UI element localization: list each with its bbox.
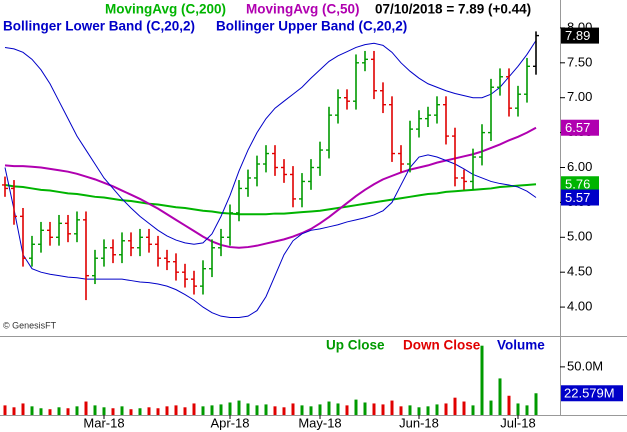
volume-bar [327, 401, 331, 415]
ma200-last-box [561, 176, 599, 193]
volume-bar [57, 407, 61, 415]
volume-bar [210, 405, 214, 415]
volume-bar [75, 406, 79, 415]
x-tick-label: Jun-18 [399, 415, 439, 430]
x-tick-label: Jul-18 [500, 415, 535, 430]
volume-bar [30, 406, 34, 415]
volume-bar [201, 406, 205, 415]
volume-bar [516, 403, 520, 415]
volume-bar [156, 408, 160, 415]
volume-bar [381, 404, 385, 415]
volume-bar [129, 409, 133, 415]
indicator-line [4, 183, 537, 216]
volume-bar [66, 408, 70, 415]
volume-bar [237, 400, 241, 415]
volume-bar [120, 406, 124, 415]
volume-bar [372, 403, 376, 415]
lower-band-last-label: 5.57 [565, 190, 590, 205]
y-tick-label: 4.00 [567, 299, 592, 314]
volume-tick-label: 50.0M [567, 358, 603, 373]
close-last-box [561, 27, 599, 44]
legend-lower-band: Bollinger Lower Band (C,20,2) [3, 19, 195, 34]
legend-upper-band: Bollinger Upper Band (C,20,2) [216, 19, 407, 34]
source: © GenesisFT [3, 320, 57, 330]
volume-bar [264, 404, 268, 415]
volume-bar [471, 405, 475, 415]
volume-bar [498, 378, 502, 415]
indicator-line [4, 40, 537, 245]
y-tick-label: 6.00 [567, 159, 592, 174]
volume-bar [489, 400, 493, 415]
x-tick-label: Mar-18 [83, 415, 124, 430]
volume-bar [255, 405, 259, 415]
volume-bar [534, 393, 538, 415]
volume-bar [417, 407, 421, 415]
volume-bar [480, 345, 484, 415]
volume-bar [507, 395, 511, 415]
ma200-last-label: 5.76 [565, 177, 590, 192]
plot-area [2, 31, 539, 415]
volume-bar [21, 403, 25, 415]
volume-bar [102, 407, 106, 415]
quote: 07/10/2018 = 7.89 (+0.44) [375, 2, 531, 17]
volume-bar [147, 407, 151, 415]
volume-bar [345, 405, 349, 415]
legend-volume: Volume [497, 338, 545, 353]
volume-bar [435, 404, 439, 415]
volume-bar [138, 408, 142, 415]
volume-bar [300, 405, 304, 415]
volume-bar [444, 403, 448, 415]
volume-bar [525, 405, 529, 415]
volume-bar [354, 399, 358, 415]
volume-bar [183, 407, 187, 415]
indicator-line [4, 154, 537, 319]
close-last-label: 7.89 [565, 28, 590, 43]
y-tick-label: 7.00 [567, 89, 592, 104]
legend-down-close: Down Close [403, 338, 481, 353]
volume-bar [246, 403, 250, 415]
volume-bar [174, 405, 178, 415]
volume-bar [165, 406, 169, 415]
volume-bar [408, 405, 412, 415]
indicator-line [4, 126, 537, 249]
legend-ma200: MovingAvg (C,200) [105, 2, 226, 17]
x-tick-label: Apr-18 [210, 415, 249, 430]
volume-bar [453, 397, 457, 415]
legend-ma50: MovingAvg (C,50) [246, 2, 360, 17]
volume-last-label: 22.579M [564, 386, 615, 401]
volume-bar [363, 402, 367, 415]
volume-bar [399, 406, 403, 415]
volume-bar [192, 403, 196, 415]
volume-bar [219, 404, 223, 415]
volume-bar [318, 404, 322, 415]
y-tick-label: 7.50 [567, 54, 592, 69]
volume-bar [291, 403, 295, 415]
volume-last-box [561, 385, 623, 402]
volume-bar [228, 402, 232, 415]
volume-bar [111, 408, 115, 415]
y-tick-label: 4.50 [567, 264, 592, 279]
volume-bar [93, 405, 97, 415]
ma50-last-box [561, 119, 599, 136]
x-tick-label: May-18 [298, 415, 341, 430]
legend-up-close: Up Close [326, 338, 385, 353]
volume-bar [48, 409, 52, 415]
volume-bar [84, 401, 88, 415]
ma50-last-label: 6.57 [565, 120, 590, 135]
volume-bar [39, 408, 43, 415]
volume-bar [273, 406, 277, 415]
volume-bar [390, 400, 394, 415]
volume-bar [426, 406, 430, 415]
volume-bar [336, 403, 340, 415]
volume-bar [12, 407, 16, 415]
y-tick-label: 5.00 [567, 229, 592, 244]
volume-bar [3, 405, 7, 415]
volume-bar [282, 407, 286, 415]
volume-bar [462, 401, 466, 415]
volume-bar [309, 406, 313, 415]
lower-band-last-box [561, 189, 599, 206]
